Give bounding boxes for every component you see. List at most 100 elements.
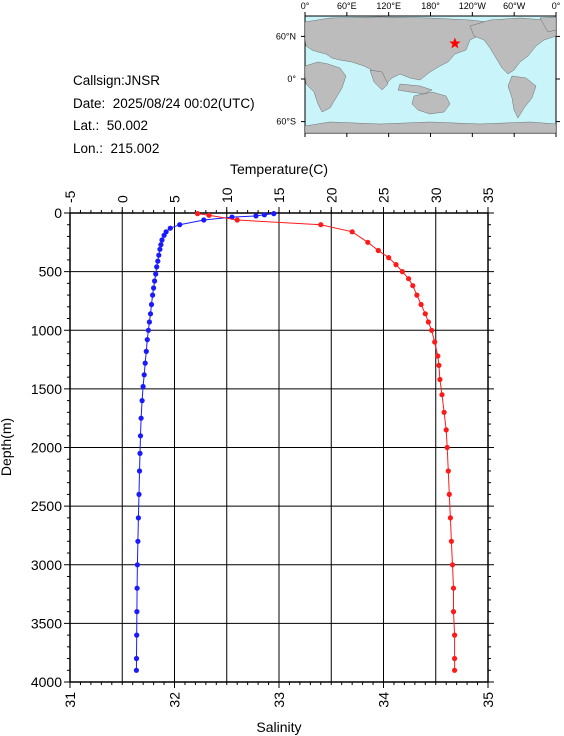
chart-grid — [69, 212, 489, 683]
depth-tick-label: 2500 — [31, 498, 62, 514]
salinity-point — [375, 247, 381, 254]
depth-tick-label: 1500 — [31, 381, 62, 397]
salinity-tick-label: 32 — [167, 692, 183, 708]
temperature-point — [157, 246, 163, 252]
depth-tick-labels: 0 500 1000 1500 2000 2500 3000 3500 4000 — [31, 205, 62, 690]
lon-text: Lon.: 215.002 — [73, 140, 160, 156]
map-lon-labels: 0° 60°E 120°E 180° 120°W 60°W 0° — [301, 1, 561, 11]
temperature-point — [201, 217, 207, 223]
salinity-tick-label: 35 — [480, 692, 496, 708]
salinity-point — [447, 515, 453, 521]
depth-tick-label: 3500 — [31, 615, 62, 631]
salinity-point — [206, 212, 212, 218]
salinity-point — [436, 362, 442, 368]
temperature-point — [142, 360, 148, 366]
salinity-point — [452, 667, 458, 673]
temperature-point — [133, 667, 139, 673]
map-land — [305, 16, 556, 133]
depth-tick-label: 2000 — [31, 440, 62, 456]
date-text: Date: 2025/08/24 00:02(UTC) — [73, 95, 255, 111]
salinity-point — [452, 632, 458, 638]
temperature-point — [133, 655, 140, 662]
salinity-point — [234, 217, 240, 223]
land-south-america — [507, 75, 537, 119]
salinity-point — [449, 562, 456, 568]
salinity-point — [443, 427, 449, 433]
salinity-point — [414, 292, 420, 298]
salinity-point — [425, 319, 431, 325]
salinity-point — [418, 301, 424, 308]
salinity-tick-label: 34 — [376, 692, 392, 708]
temperature-point — [136, 491, 142, 497]
temperature-point — [156, 252, 162, 258]
salinity-point — [446, 491, 452, 497]
temperature-point — [137, 433, 144, 439]
map-lon-label: 0° — [552, 1, 561, 11]
salinity-point — [318, 222, 324, 228]
temperature-point — [134, 632, 140, 638]
temperature-point — [148, 301, 155, 308]
temperature-point — [137, 450, 143, 456]
salinity-point — [432, 339, 438, 345]
salinity-point — [445, 468, 451, 474]
salinity-point — [437, 376, 443, 383]
temperature-tick-label: 5 — [167, 195, 183, 203]
map-lon-label: 60°E — [337, 1, 357, 11]
temperature-point — [229, 214, 235, 220]
temperature-point — [143, 348, 149, 354]
depth-tick-label: 1000 — [31, 322, 62, 338]
lat-text: Lat.: 50.002 — [73, 118, 149, 133]
temperature-point — [146, 319, 152, 325]
salinity-point — [441, 409, 447, 415]
temperature-axis-label: Temperature(C) — [230, 161, 328, 177]
map-lon-label: 120°W — [459, 1, 487, 11]
salinity-point — [422, 311, 428, 317]
salinity-point — [452, 655, 458, 662]
temperature-point — [158, 242, 164, 248]
salinity-tick-labels: 31 32 33 34 35 — [62, 692, 496, 708]
temperature-tick-label: 20 — [323, 187, 339, 203]
map-lon-label: 60°W — [503, 1, 526, 11]
land-greenland — [539, 16, 556, 33]
temperature-point — [139, 398, 145, 404]
temperature-point — [141, 372, 147, 378]
salinity-point — [349, 229, 355, 235]
land-india — [369, 69, 389, 91]
temperature-point — [145, 327, 151, 333]
salinity-point — [450, 609, 457, 615]
map-lat-label: 60°S — [276, 117, 296, 127]
salinity-point — [399, 269, 405, 275]
temperature-point — [134, 585, 140, 591]
temperature-point — [177, 222, 183, 228]
temperature-point — [159, 237, 165, 243]
temperature-tick-label: -5 — [62, 190, 78, 203]
salinity-point — [435, 353, 441, 359]
temperature-point — [140, 383, 146, 390]
temperature-point — [134, 562, 140, 568]
station-info: Callsign:JNSR Date: 2025/08/24 00:02(UTC… — [73, 70, 255, 160]
temperature-point — [167, 225, 173, 231]
temperature-tick-label: 30 — [428, 187, 444, 203]
temperature-point — [161, 232, 167, 238]
salinity-point — [410, 283, 416, 289]
salinity-point — [450, 585, 457, 591]
callsign-text: Callsign:JNSR — [73, 73, 161, 88]
temperature-point — [155, 258, 161, 264]
depth-axis-label: Depth(m) — [0, 418, 14, 476]
map-lat-label: 0° — [287, 74, 296, 84]
temperature-tick-label: 0 — [114, 195, 130, 203]
temperature-point — [261, 212, 267, 218]
temperature-point — [151, 285, 157, 291]
salinity-point — [386, 255, 392, 261]
depth-tick-label: 4000 — [31, 674, 62, 690]
salinity-line — [197, 213, 456, 671]
temperature-point — [154, 264, 160, 270]
land-antarctica — [305, 121, 556, 133]
map-lon-label: 0° — [301, 1, 310, 11]
map-lon-label: 120°E — [376, 1, 401, 11]
temperature-point — [253, 213, 259, 219]
salinity-tick-label: 31 — [62, 692, 78, 708]
temperature-point — [135, 515, 141, 521]
temperature-point — [136, 468, 143, 474]
